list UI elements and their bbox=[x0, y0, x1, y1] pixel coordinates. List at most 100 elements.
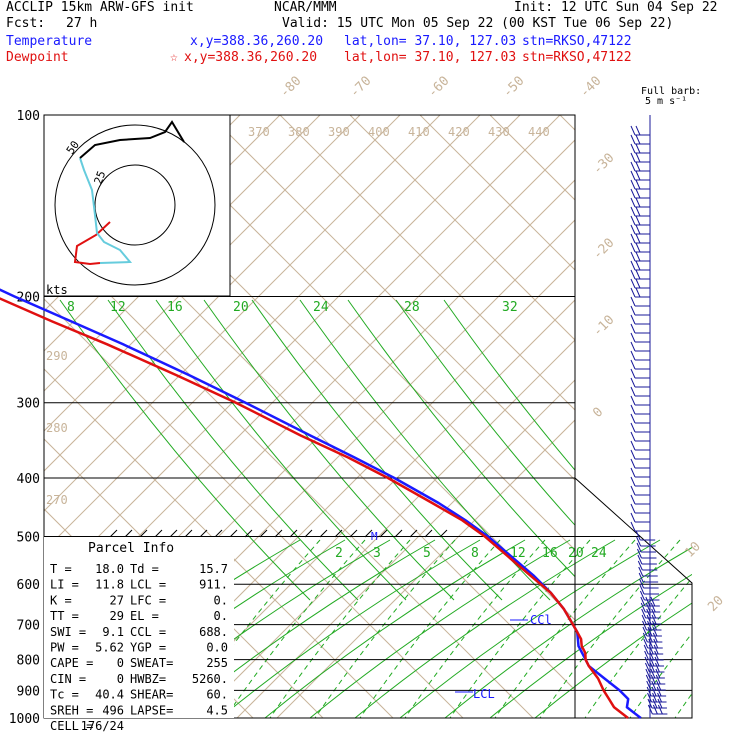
lower-dashed-curve bbox=[359, 539, 501, 718]
mixing-ratio-label: 8 bbox=[67, 300, 75, 315]
parcel-label: SHEAR= bbox=[130, 688, 173, 702]
barb-feather bbox=[635, 134, 641, 145]
barb-feather bbox=[652, 698, 658, 709]
barb-feather bbox=[644, 662, 650, 673]
hatch-mark bbox=[154, 529, 163, 538]
barb-feather bbox=[630, 251, 636, 262]
barb-feather bbox=[635, 143, 641, 154]
barb-feather bbox=[630, 305, 636, 316]
barb-legend-title: Full barb: bbox=[641, 86, 702, 97]
mixing-ratio-label: 28 bbox=[404, 300, 420, 315]
barb-feather bbox=[652, 626, 658, 637]
pressure-label: 500 bbox=[17, 530, 40, 545]
parcel-label: CCL = bbox=[130, 625, 166, 639]
parcel-label: CELL = bbox=[50, 719, 93, 733]
barb-feather bbox=[630, 512, 636, 523]
hodograph-box bbox=[43, 114, 231, 297]
barb-feather bbox=[630, 278, 636, 289]
barb-feather bbox=[635, 206, 641, 217]
hodograph-ring-label: 50 bbox=[64, 138, 82, 156]
mixing-ratio-line bbox=[59, 299, 311, 601]
theta-label: 430 bbox=[488, 125, 510, 139]
parcel-value: 688. bbox=[199, 625, 228, 639]
barb-feather bbox=[645, 668, 651, 679]
parcel-label: SWEAT= bbox=[130, 656, 173, 670]
isotherm-label: -30 bbox=[590, 151, 617, 178]
mixing-ratio-label: 24 bbox=[313, 300, 329, 315]
barb-feather bbox=[643, 644, 649, 655]
lower-dashed-curve bbox=[449, 539, 591, 718]
barb-feather bbox=[630, 287, 636, 298]
mixing-ratio-label: 3 bbox=[373, 546, 381, 561]
barb-feather bbox=[636, 542, 642, 553]
theta-line bbox=[236, 379, 575, 718]
pressure-label: 600 bbox=[17, 578, 40, 593]
isotherm-line bbox=[349, 115, 575, 341]
hatch-mark bbox=[199, 529, 208, 538]
hatch-mark bbox=[379, 529, 388, 538]
mixing-ratio-label: 8 bbox=[471, 546, 479, 561]
parcel-label: Td = bbox=[130, 562, 159, 576]
parcel-value: 40.4 bbox=[95, 688, 124, 702]
barb-feather bbox=[652, 692, 658, 703]
hatch-mark bbox=[169, 529, 178, 538]
mixing-ratio-line bbox=[107, 299, 359, 601]
isotherm-label: -70 bbox=[347, 74, 374, 101]
barb-feather bbox=[652, 632, 658, 643]
barb-feather bbox=[630, 314, 636, 325]
lower-dashed-curve bbox=[629, 632, 692, 718]
theta-label: 420 bbox=[448, 125, 470, 139]
lower-panel-border bbox=[44, 477, 693, 719]
parcel-label: CAPE = bbox=[50, 656, 93, 670]
mixing-ratio-line bbox=[347, 299, 575, 578]
barb-feather bbox=[630, 323, 636, 334]
parcel-label: LI = bbox=[50, 578, 79, 592]
lower-dashed-curve bbox=[674, 692, 692, 718]
temp-stn: stn=RKSO,47122 bbox=[522, 34, 632, 49]
parcel-label: PW = bbox=[50, 641, 79, 655]
barb-feather bbox=[656, 686, 662, 697]
isotherm-line bbox=[44, 438, 324, 718]
hodograph-kts-label: kts bbox=[46, 283, 68, 297]
legend-dewpoint: Dewpoint bbox=[6, 50, 69, 65]
parcel-label: CIN = bbox=[50, 672, 86, 686]
barb-feather bbox=[630, 152, 636, 163]
hatch-mark bbox=[124, 529, 133, 538]
lower-dashed-curve bbox=[584, 577, 692, 718]
hodograph-ring-label: 25 bbox=[92, 169, 109, 186]
lower-dashed-curve bbox=[404, 539, 546, 718]
hatch-mark bbox=[109, 529, 118, 538]
barb-feather bbox=[656, 680, 662, 691]
barb-feather bbox=[651, 680, 657, 691]
mixing-ratio-line bbox=[251, 299, 503, 601]
barb-feather bbox=[641, 608, 647, 619]
barb-feather bbox=[640, 602, 646, 613]
dew-star-icon: ☆ bbox=[170, 50, 178, 65]
pressure-label: 300 bbox=[17, 397, 40, 412]
barb-feather bbox=[637, 554, 643, 565]
mixing-ratio-label: 32 bbox=[502, 300, 518, 315]
theta-label: 400 bbox=[368, 125, 390, 139]
barb-feather bbox=[654, 650, 660, 661]
hatch-mark bbox=[409, 529, 418, 538]
parcel-value: 911. bbox=[199, 578, 228, 592]
barb-feather bbox=[649, 662, 655, 673]
pressure-label: 100 bbox=[17, 109, 40, 124]
barb-feather bbox=[657, 692, 663, 703]
barb-feather bbox=[637, 560, 643, 571]
barb-feather bbox=[635, 179, 641, 190]
isotherm-label: 20 bbox=[705, 593, 727, 615]
model-title: ACCLIP 15km ARW-GFS init bbox=[6, 0, 194, 15]
parcel-value: 9.1 bbox=[102, 625, 124, 639]
barb-feather bbox=[630, 449, 636, 460]
isotherm-label: -20 bbox=[590, 236, 617, 263]
hatch-mark bbox=[244, 529, 253, 538]
lower-dashed-curve bbox=[314, 539, 456, 718]
temp-xy: x,y=388.36,260.20 bbox=[190, 34, 324, 49]
hatch-mark bbox=[364, 529, 373, 538]
mixing-ratio-label: 2 bbox=[335, 546, 343, 561]
isotherm-line bbox=[44, 368, 394, 718]
fcst-label: Fcst: bbox=[6, 16, 46, 31]
parcel-label: EL = bbox=[130, 609, 159, 623]
